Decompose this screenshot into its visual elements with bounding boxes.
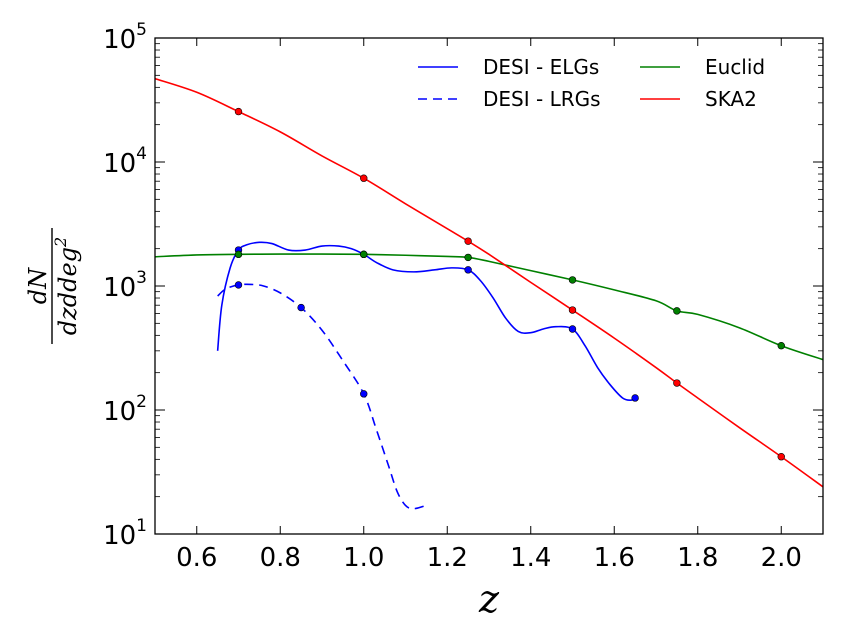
point-desi-lrgs <box>360 390 368 398</box>
y-label-denominator-power: 2 <box>51 237 70 248</box>
y-tick-label: 103 <box>103 268 147 303</box>
point-euclid <box>464 253 472 262</box>
series-line-desi-elgs <box>216 241 636 402</box>
y-label-denominator: dzddeg2 <box>51 237 82 336</box>
series-line-desi-lrgs <box>217 283 427 510</box>
series-markers <box>234 107 785 461</box>
point-desi-elgs <box>568 325 577 333</box>
legend-label-ska2: SKA2 <box>705 87 757 111</box>
axis-ticks <box>155 37 823 535</box>
legend-label-desi-lrgs: DESI - LRGs <box>483 87 601 111</box>
legend-label-euclid: Euclid <box>705 55 765 79</box>
x-tick-label: 1.4 <box>510 543 551 573</box>
x-tick-label: 0.6 <box>176 543 217 573</box>
point-ska2 <box>234 107 243 116</box>
point-ska2 <box>777 453 785 461</box>
y-axis-label: dN dzddeg2 <box>24 228 82 344</box>
point-ska2 <box>464 237 472 245</box>
y-tick-label: 102 <box>103 392 147 427</box>
legend-label-desi-elgs: DESI - ELGs <box>483 55 599 79</box>
plot-frame <box>154 37 824 535</box>
y-label-denominator-base: dzddeg <box>54 247 82 335</box>
point-ska2 <box>568 306 577 314</box>
point-euclid <box>673 307 681 315</box>
x-tick-labels: 0.6 0.8 1.0 1.2 1.4 1.6 1.8 2.0 <box>176 543 802 573</box>
series-line-euclid <box>155 253 823 361</box>
x-tick-label: 1.6 <box>594 543 635 573</box>
y-label-numerator: dN <box>24 267 52 304</box>
point-euclid <box>234 250 243 259</box>
point-euclid <box>360 250 368 259</box>
x-tick-label: 2.0 <box>761 543 802 573</box>
series-lines <box>155 77 823 510</box>
point-desi-elgs <box>464 266 472 274</box>
x-tick-label: 1.2 <box>427 543 468 573</box>
point-desi-lrgs <box>297 303 305 312</box>
x-axis-label: z <box>478 577 500 621</box>
point-ska2 <box>360 174 368 182</box>
y-tick-label: 104 <box>103 144 147 179</box>
x-tick-label: 0.8 <box>260 543 301 573</box>
point-desi-elgs <box>631 394 639 402</box>
x-tick-label: 1.8 <box>677 543 718 573</box>
point-euclid <box>777 342 785 350</box>
y-tick-labels: 101 102 103 104 105 <box>103 20 147 551</box>
series-line-ska2 <box>155 77 823 488</box>
legend: DESI - ELGs DESI - LRGs Euclid SKA2 <box>418 55 765 111</box>
y-tick-label: 101 <box>103 516 147 551</box>
y-tick-label: 105 <box>103 20 147 55</box>
point-ska2 <box>673 379 681 387</box>
point-euclid <box>568 276 577 284</box>
x-tick-label: 1.0 <box>343 543 384 573</box>
point-desi-lrgs <box>234 281 243 289</box>
